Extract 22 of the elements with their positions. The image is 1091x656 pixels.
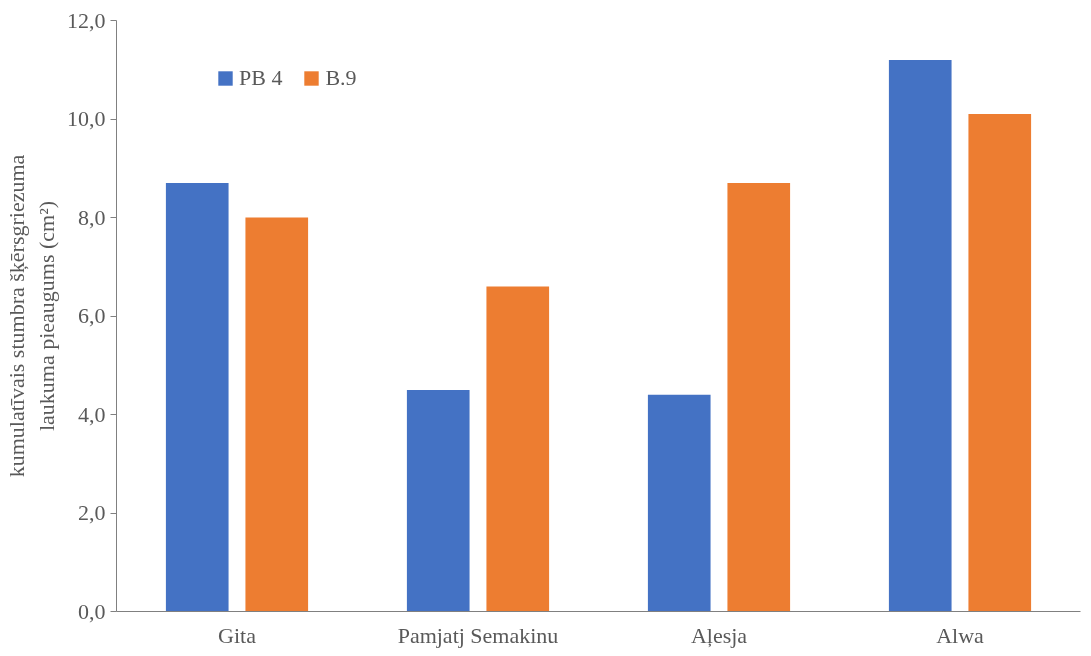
y-tick-label: 10,0 (67, 106, 106, 131)
legend-label: PB 4 (239, 65, 283, 91)
bar (647, 394, 711, 612)
y-tick-label: 0,0 (78, 598, 106, 624)
bar (406, 389, 470, 612)
bar (727, 183, 791, 612)
y-tick-label: 4,0 (78, 401, 106, 427)
y-tick-label: 2,0 (78, 500, 106, 525)
x-tick-label: Gita (218, 622, 257, 648)
x-tick-label: Aļesja (690, 622, 748, 648)
x-tick-label: Alwa (936, 622, 985, 648)
y-tick-label: 6,0 (78, 303, 106, 328)
y-axis-title: kumulatīvais stumbra šķērsgriezuma laukuma pieaugums (cm²) (4, 154, 59, 478)
bar (888, 59, 952, 612)
bar (486, 286, 550, 612)
bar (245, 217, 309, 612)
y-tick-label: 8,0 (78, 204, 106, 230)
bar (968, 114, 1032, 612)
legend-label: B.9 (325, 65, 357, 91)
y-tick-label: 12,0 (67, 7, 106, 33)
x-tick-label: Pamjatj Semakinu (397, 622, 559, 648)
bar (165, 183, 229, 612)
